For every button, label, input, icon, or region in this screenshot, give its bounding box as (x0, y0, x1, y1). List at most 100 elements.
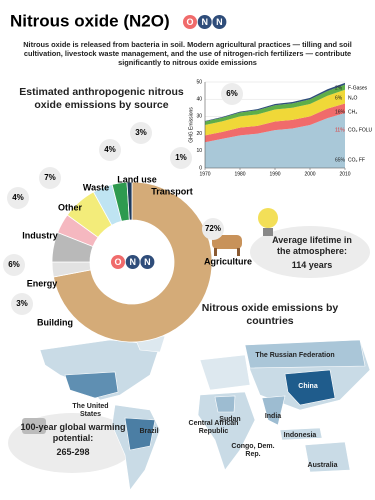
country-label: Congo, Dem. Rep. (231, 443, 275, 458)
country-label: Brazil (139, 428, 159, 435)
molecule-atom-label: N (201, 17, 208, 27)
world-map (39, 335, 371, 491)
country-label: The United States (72, 403, 109, 418)
gwp-value: 265-298 (56, 447, 90, 457)
percent-label: 3% (16, 299, 28, 308)
donut-center-atom (140, 255, 155, 269)
description: Nitrous oxide is released from bacteria … (23, 40, 352, 67)
series-label: N₂O (348, 95, 358, 101)
x-tick-label: 2000 (304, 171, 315, 177)
australia (304, 441, 351, 473)
source-label: Industry (22, 230, 58, 240)
molecule-atom-label: N (216, 17, 223, 27)
y-tick-label: 0 (199, 165, 202, 171)
china (284, 369, 336, 406)
source-label: Agriculture (204, 256, 252, 266)
gwp-label: 100-year global warming potential: (20, 422, 126, 443)
country-label: Indonesia (283, 432, 317, 439)
share-label: 11% (335, 127, 345, 133)
x-tick-label: 1980 (234, 171, 245, 177)
percent-bubble (99, 139, 121, 161)
donut-center-atom (125, 255, 140, 269)
y-tick-label: 20 (196, 131, 202, 137)
source-label: Other (58, 202, 83, 212)
percent-label: 6% (8, 260, 20, 269)
callout-bubble (221, 83, 243, 105)
y-tick-label: 30 (196, 114, 202, 120)
share-label: 65% (335, 157, 346, 163)
callout-label: 6% (226, 89, 238, 98)
percent-bubble (170, 147, 192, 169)
area (205, 89, 345, 136)
cow-leg (214, 248, 217, 256)
country-label: India (264, 413, 282, 420)
lifetime-value: 114 years (291, 260, 333, 270)
x-tick-label: 1990 (269, 171, 280, 177)
title: Nitrous oxide (N2O) (10, 11, 170, 30)
source-label: Building (37, 317, 73, 327)
percent-bubble (39, 167, 61, 189)
bulb-icon (258, 208, 278, 228)
percent-label: 7% (44, 173, 56, 182)
indonesia (279, 427, 323, 441)
percent-bubble (11, 293, 33, 315)
molecule-atom (212, 15, 227, 29)
x-tick-label: 1970 (199, 171, 210, 177)
series-label: F-Gases (348, 85, 368, 91)
map-title: Nitrous oxide emissions by countries (201, 302, 339, 327)
percent-bubble (130, 122, 152, 144)
percent-bubble (202, 218, 224, 240)
russia (244, 339, 366, 369)
molecule-atom (183, 15, 197, 29)
percent-label: 72% (205, 224, 221, 233)
area (205, 84, 345, 125)
percent-label: 3% (135, 128, 147, 137)
north-america (39, 339, 161, 401)
series-label: CH₄ (348, 109, 357, 115)
india (261, 395, 286, 426)
share-label: 6% (335, 95, 343, 101)
donut-segment (126, 181, 133, 221)
pot-icon (22, 418, 46, 434)
percent-label: 4% (104, 145, 116, 154)
share-label: 16% (335, 109, 346, 115)
series-label: CO₂ FOLU (348, 127, 373, 133)
country-label: China (298, 383, 318, 390)
x-tick-label: 2010 (339, 171, 350, 177)
country-label: Central African Republic (188, 420, 239, 435)
lifetime-label: Average lifetime in the atmosphere: (272, 235, 352, 256)
source-label: Energy (27, 278, 58, 288)
donut-center-atom-label: N (129, 257, 136, 267)
area (205, 103, 345, 143)
share-label: 2% (335, 85, 343, 91)
cloud (250, 226, 370, 278)
molecule-atom-label: O (186, 17, 193, 27)
country-label: The Russian Federation (255, 352, 335, 359)
percent-label: 1% (175, 153, 187, 162)
source-label: Transport (151, 186, 193, 196)
donut-center-atom-label: O (114, 257, 121, 267)
y-tick-label: 10 (196, 148, 202, 154)
usa (64, 371, 119, 399)
source-label: Land use (117, 174, 157, 184)
country-label: Sudan (219, 416, 241, 423)
bulb-base (263, 228, 273, 236)
area (205, 112, 345, 168)
series-label: CO₂ FF (348, 157, 365, 163)
sudan (214, 395, 236, 413)
percent-bubble (3, 254, 25, 276)
brazil (124, 417, 156, 451)
africa (197, 391, 256, 471)
y-axis-label: GHG Emissions (188, 107, 194, 143)
area (205, 82, 345, 122)
cow-leg (237, 248, 240, 256)
percent-label: 4% (12, 193, 24, 202)
cow-icon (212, 235, 242, 249)
donut-center-atom-label: N (144, 257, 151, 267)
donut-center-atom (111, 255, 125, 269)
y-tick-label: 40 (196, 97, 202, 103)
country-label: Australia (307, 462, 338, 469)
y-tick-label: 50 (196, 79, 202, 85)
